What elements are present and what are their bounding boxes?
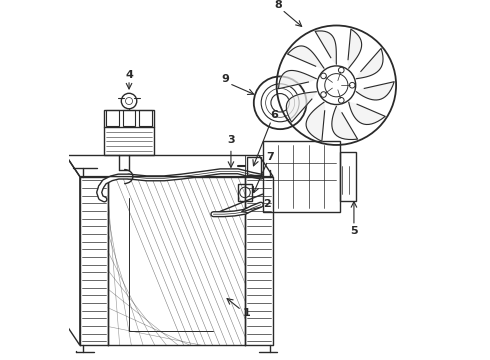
Bar xyxy=(106,110,119,126)
Polygon shape xyxy=(306,102,325,141)
Circle shape xyxy=(339,98,344,103)
Text: 3: 3 xyxy=(227,135,235,145)
Circle shape xyxy=(321,92,326,97)
Polygon shape xyxy=(356,48,383,79)
Circle shape xyxy=(349,82,355,88)
Polygon shape xyxy=(349,102,385,125)
Bar xyxy=(139,110,152,126)
Bar xyxy=(247,157,261,175)
Polygon shape xyxy=(315,31,336,64)
Polygon shape xyxy=(278,71,317,89)
Bar xyxy=(245,156,263,177)
Text: 6: 6 xyxy=(270,110,278,120)
Bar xyxy=(104,110,154,156)
Bar xyxy=(263,141,340,212)
Polygon shape xyxy=(288,46,324,68)
Text: 4: 4 xyxy=(125,70,133,80)
Polygon shape xyxy=(332,106,358,139)
Text: 7: 7 xyxy=(267,152,274,162)
Text: 8: 8 xyxy=(274,0,282,10)
Bar xyxy=(122,110,135,126)
Text: 5: 5 xyxy=(350,226,358,236)
Text: 2: 2 xyxy=(263,199,271,209)
Polygon shape xyxy=(356,82,394,100)
Circle shape xyxy=(321,73,326,79)
Text: 1: 1 xyxy=(243,308,250,318)
Polygon shape xyxy=(286,92,317,122)
Circle shape xyxy=(254,76,306,129)
Bar xyxy=(238,184,252,201)
Circle shape xyxy=(339,67,344,73)
Text: 9: 9 xyxy=(221,74,229,84)
Polygon shape xyxy=(348,29,362,68)
Bar xyxy=(340,152,356,201)
